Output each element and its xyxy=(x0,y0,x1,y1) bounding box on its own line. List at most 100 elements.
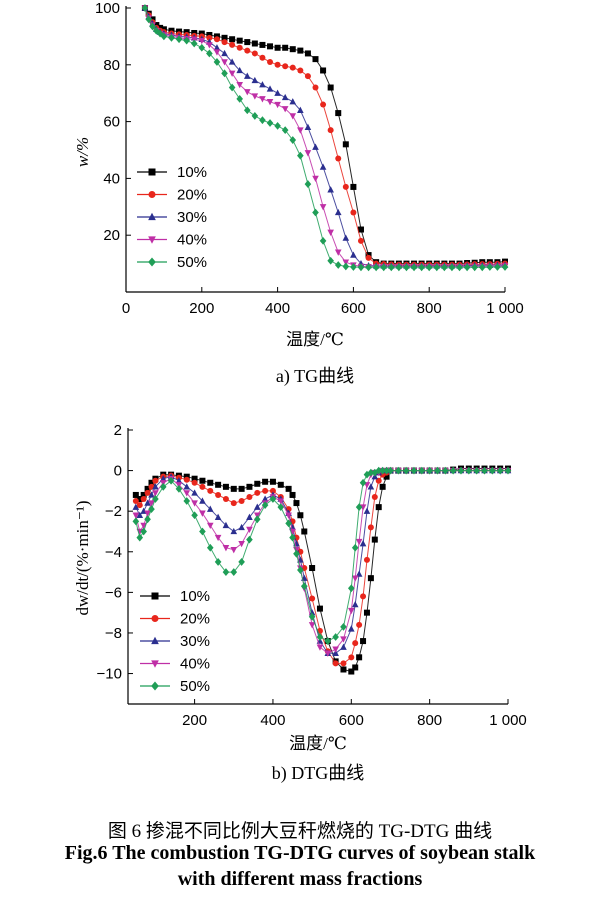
dtg-point xyxy=(199,497,206,504)
tg-point xyxy=(213,44,221,51)
dtg-point xyxy=(222,483,229,490)
tg-point xyxy=(365,254,372,261)
tg-point xyxy=(312,56,319,63)
dtg-point xyxy=(148,479,155,486)
dtg-legend-label: 20% xyxy=(180,611,210,628)
dtg-point xyxy=(347,584,355,593)
tg-point xyxy=(198,37,206,45)
dtg-point xyxy=(199,527,206,536)
tg-point xyxy=(342,183,349,190)
tg-point xyxy=(266,119,274,127)
dtg-point xyxy=(293,549,300,558)
tg-point xyxy=(297,106,304,113)
dtg-point xyxy=(332,660,339,667)
tg-point xyxy=(289,46,296,53)
dtg-point xyxy=(289,533,296,542)
dtg-point xyxy=(199,483,206,490)
dtg-point xyxy=(183,483,191,490)
dtg-point xyxy=(206,522,214,529)
dtg-point xyxy=(238,540,245,548)
tg-point xyxy=(312,84,319,91)
tg-point xyxy=(403,263,410,272)
tg-point xyxy=(350,183,357,190)
dtg-point xyxy=(340,666,347,673)
tg-point xyxy=(160,32,168,41)
dtg-point xyxy=(175,477,183,484)
tg-point xyxy=(304,150,312,157)
dtg-point xyxy=(285,519,292,528)
tg-point xyxy=(289,64,296,71)
dtg-point xyxy=(293,540,300,547)
dtg-point xyxy=(269,478,276,485)
dtg-point xyxy=(352,664,359,671)
tg-point xyxy=(259,41,266,48)
tg-point xyxy=(236,94,243,103)
tg-point xyxy=(297,127,304,134)
dtg-point xyxy=(136,511,144,518)
dtg-point xyxy=(206,505,214,512)
dtg-point xyxy=(191,475,198,482)
dtg-point xyxy=(222,496,229,503)
figure-caption-cn: 图 6 掺混不同比例大豆秆燃烧的 TG-DTG 曲线 xyxy=(107,821,493,842)
tg-point xyxy=(297,151,304,160)
tg-point xyxy=(229,36,236,43)
tg-point xyxy=(327,84,334,91)
dtg-point xyxy=(238,558,245,566)
tg-legend-marker xyxy=(148,257,156,267)
tg-point xyxy=(213,49,221,56)
dtg-series-30pct xyxy=(132,466,512,656)
dtg-point xyxy=(253,515,261,524)
dtg-point xyxy=(132,517,140,526)
dtg-point xyxy=(152,477,159,484)
tg-point xyxy=(267,58,274,65)
dtg-point xyxy=(222,545,230,552)
tg-point xyxy=(156,29,164,38)
dtg-ylabel: dw/dt/(%·min⁻¹) xyxy=(73,500,92,615)
tg-chart: w/% 温度/℃ a) TG曲线 0 200 400 600 800 1 000 20 40 6… xyxy=(73,0,524,387)
tg-subtitle: a) TG曲线 xyxy=(276,366,354,387)
tg-point xyxy=(243,106,251,115)
tg-point xyxy=(327,256,334,265)
dtg-point xyxy=(230,485,237,492)
tg-point xyxy=(183,36,190,45)
dtg-point xyxy=(352,640,359,647)
dtg-point xyxy=(152,490,159,497)
tg-point xyxy=(380,263,388,272)
tg-point xyxy=(494,263,501,271)
dtg-point xyxy=(159,482,167,491)
tg-point xyxy=(350,209,357,216)
tg-point xyxy=(312,208,319,217)
dtg-point xyxy=(132,503,140,510)
dtg-point xyxy=(230,547,238,554)
dtg-point xyxy=(132,512,140,519)
dtg-point xyxy=(230,500,237,507)
tg-x-tick-label: 400 xyxy=(265,300,290,317)
tg-point xyxy=(141,4,149,12)
figure-caption-en-line2: with different mass fractions xyxy=(177,868,423,890)
dtg-point xyxy=(144,485,151,492)
tg-xlabel: 温度/℃ xyxy=(286,330,344,349)
tg-point xyxy=(304,180,312,188)
dtg-point xyxy=(359,478,367,487)
dtg-point xyxy=(269,495,277,503)
tg-point xyxy=(342,141,349,148)
tg-point xyxy=(198,43,206,52)
dtg-point xyxy=(309,565,316,572)
tg-point xyxy=(274,61,281,68)
dtg-point xyxy=(277,503,285,512)
tg-point xyxy=(259,96,266,103)
dtg-point xyxy=(383,473,390,480)
dtg-legend-label: 30% xyxy=(180,633,210,650)
dtg-point xyxy=(246,513,253,520)
dtg-point xyxy=(246,483,253,490)
tg-point xyxy=(395,263,403,272)
dtg-point xyxy=(297,512,304,519)
tg-point xyxy=(304,123,312,130)
dtg-point xyxy=(379,483,386,490)
tg-point xyxy=(334,249,342,256)
tg-point xyxy=(441,263,448,272)
dtg-y-tick-label: −10 xyxy=(97,666,122,683)
dtg-point xyxy=(351,543,359,552)
dtg-legend-marker xyxy=(151,592,159,600)
dtg-point xyxy=(308,612,316,621)
